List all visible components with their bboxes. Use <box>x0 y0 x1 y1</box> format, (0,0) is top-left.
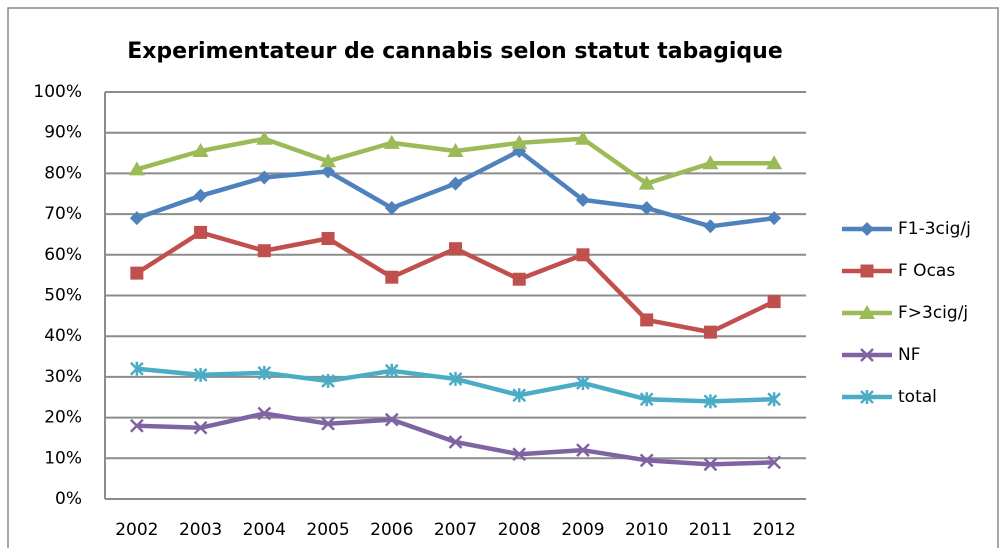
data-point <box>766 155 783 170</box>
legend-marker <box>860 390 874 404</box>
x-tick-label: 2007 <box>434 520 477 540</box>
x-tick-label: 2004 <box>243 520 286 540</box>
x-tick-label: 2011 <box>689 520 732 540</box>
y-tick-label: 90% <box>44 123 82 143</box>
legend-marker <box>860 264 874 278</box>
y-tick-label: 0% <box>55 489 82 509</box>
data-point <box>767 211 782 226</box>
data-point <box>193 188 208 203</box>
data-point <box>638 175 655 190</box>
data-point <box>385 270 399 284</box>
data-point <box>767 392 782 407</box>
data-point <box>257 365 272 380</box>
data-point <box>575 192 590 207</box>
legend-marker <box>860 222 874 236</box>
data-point <box>128 161 145 176</box>
x-tick-label: 2010 <box>625 520 668 540</box>
legend-marker <box>860 348 874 362</box>
data-point <box>384 200 399 215</box>
data-point <box>321 232 335 246</box>
x-tick-label: 2012 <box>753 520 796 540</box>
x-tick-label: 2006 <box>370 520 413 540</box>
data-point <box>639 200 654 215</box>
data-point <box>130 266 144 280</box>
data-point <box>703 394 718 409</box>
x-tick-label: 2002 <box>115 520 158 540</box>
data-point <box>640 313 654 327</box>
data-point <box>702 155 719 170</box>
data-point <box>576 248 590 262</box>
data-point <box>193 367 208 382</box>
data-point <box>511 134 528 149</box>
data-point <box>767 295 781 309</box>
data-point <box>384 412 399 427</box>
x-tick-label: 2008 <box>498 520 541 540</box>
data-point <box>194 225 208 239</box>
data-point <box>321 164 336 179</box>
x-tick-label: 2005 <box>306 520 349 540</box>
data-point <box>576 443 590 458</box>
data-point <box>129 418 144 433</box>
y-tick-label: 30% <box>44 367 82 387</box>
y-tick-label: 60% <box>44 245 82 265</box>
data-point <box>321 373 335 388</box>
data-point <box>448 371 463 386</box>
data-point <box>193 420 208 435</box>
data-point <box>449 242 462 256</box>
legend-label: total <box>898 387 937 407</box>
data-point <box>639 392 654 407</box>
chart-title: Experimentateur de cannabis selon statut… <box>127 39 783 64</box>
data-point <box>321 416 335 431</box>
y-tick-label: 50% <box>44 286 82 306</box>
data-point <box>512 447 527 462</box>
x-tick-label: 2009 <box>561 520 604 540</box>
data-point <box>703 457 718 472</box>
data-point <box>512 388 527 403</box>
data-point <box>448 435 463 449</box>
data-point <box>447 143 464 158</box>
data-point <box>257 170 272 185</box>
chart-frame <box>7 7 999 548</box>
data-point <box>703 325 717 339</box>
data-point <box>257 406 272 421</box>
data-point <box>576 376 590 391</box>
y-tick-label: 10% <box>44 448 82 468</box>
data-point <box>383 134 400 149</box>
data-point <box>574 130 591 145</box>
legend-label: F1-3cig/j <box>898 219 971 239</box>
legend-label: F>3cig/j <box>898 303 968 323</box>
data-point <box>512 272 526 286</box>
y-tick-label: 100% <box>33 82 82 102</box>
data-point <box>129 211 144 226</box>
data-point <box>703 219 718 234</box>
legend-label: F Ocas <box>898 261 955 281</box>
y-tick-label: 40% <box>44 326 82 346</box>
data-point <box>320 153 337 168</box>
data-point <box>129 361 144 376</box>
data-point <box>448 176 463 191</box>
y-tick-label: 70% <box>44 204 82 224</box>
y-tick-label: 20% <box>44 408 82 428</box>
data-point <box>257 244 271 258</box>
x-tick-label: 2003 <box>179 520 222 540</box>
data-point <box>192 143 209 158</box>
legend-marker <box>859 305 875 319</box>
data-point <box>384 363 399 378</box>
data-point <box>639 453 654 468</box>
y-tick-label: 80% <box>44 163 82 183</box>
data-point <box>767 455 782 470</box>
data-point <box>256 130 273 145</box>
legend-label: NF <box>898 345 921 365</box>
